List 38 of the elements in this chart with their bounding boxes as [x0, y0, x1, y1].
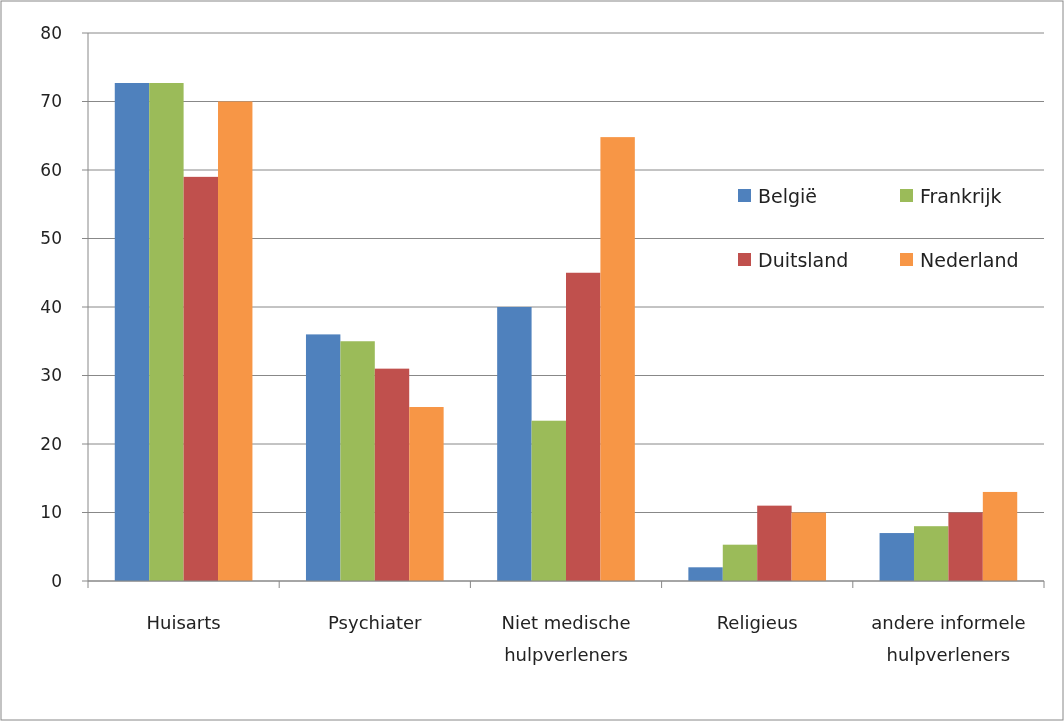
bar — [340, 341, 375, 581]
bar — [183, 176, 219, 581]
bar — [600, 137, 635, 581]
x-tick-label: Niet medische hulpverleners — [501, 612, 631, 665]
y-tick-label: 50 — [40, 228, 62, 249]
legend-label: Frankrijk — [920, 184, 1002, 207]
y-tick-label: 0 — [51, 570, 62, 591]
bar — [722, 544, 758, 581]
bar — [982, 491, 1018, 581]
legend-label: Nederland — [920, 248, 1019, 271]
bar — [879, 533, 914, 581]
bar — [948, 512, 983, 581]
y-tick-label: 70 — [40, 91, 62, 112]
y-tick-label: 60 — [40, 159, 62, 180]
bar — [374, 368, 410, 581]
bar — [497, 307, 532, 581]
bar — [149, 83, 184, 581]
y-tick-label: 10 — [40, 502, 62, 523]
bar — [409, 407, 444, 581]
bar — [688, 567, 723, 581]
bar — [531, 420, 566, 581]
bar — [913, 526, 949, 581]
y-tick-label: 80 — [40, 22, 62, 43]
y-tick-label: 40 — [40, 296, 62, 317]
legend-label: België — [758, 184, 818, 207]
bar — [218, 101, 253, 581]
x-tick-label: Religieus — [716, 612, 798, 633]
legend-label: Duitsland — [758, 248, 849, 271]
bar — [757, 505, 792, 581]
bar — [791, 512, 827, 581]
bar — [566, 272, 601, 581]
y-tick-label: 20 — [40, 433, 62, 454]
bar — [114, 83, 150, 581]
x-tick-label: Psychiater — [328, 612, 423, 633]
y-tick-label: 30 — [40, 365, 62, 386]
x-tick-label: Huisarts — [146, 612, 221, 633]
bar — [305, 334, 341, 581]
x-tick-label: andere informele hulpverleners — [871, 612, 1026, 665]
